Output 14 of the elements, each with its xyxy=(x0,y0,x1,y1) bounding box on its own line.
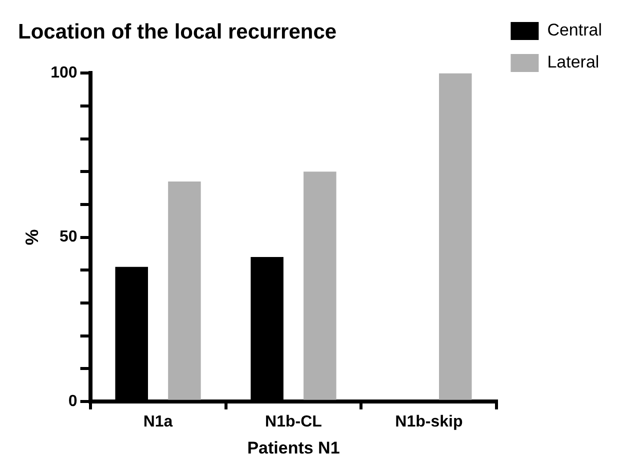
legend-label: Central xyxy=(547,20,602,40)
y-tick-label: 50 xyxy=(60,228,78,246)
y-tick-label: 100 xyxy=(50,64,78,82)
x-axis-title: Patients N1 xyxy=(247,438,340,458)
legend-label: Lateral xyxy=(547,52,600,72)
x-tick-label: N1b-skip xyxy=(395,413,463,430)
x-tick-label: N1b-CL xyxy=(265,413,322,430)
bar xyxy=(168,182,201,400)
bar xyxy=(439,73,472,400)
y-tick-label: 0 xyxy=(68,392,78,410)
bar xyxy=(304,172,336,400)
chart-title: Location of the local recurrence xyxy=(18,20,337,44)
x-tick-label: N1a xyxy=(143,413,173,430)
y-axis-title: % xyxy=(22,229,42,246)
